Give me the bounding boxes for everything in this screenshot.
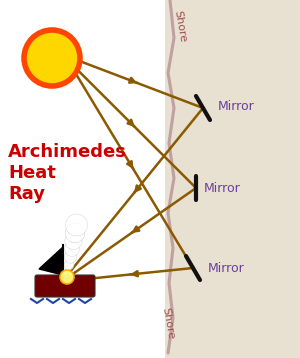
Circle shape: [24, 30, 80, 86]
Circle shape: [64, 260, 74, 270]
Text: Mirror: Mirror: [204, 183, 241, 195]
Circle shape: [60, 270, 74, 284]
Circle shape: [64, 251, 77, 263]
Text: Sun: Sun: [36, 50, 68, 66]
Text: Shore: Shore: [160, 306, 176, 340]
Text: Shore: Shore: [172, 10, 188, 43]
Text: Mirror: Mirror: [218, 101, 255, 113]
Circle shape: [65, 214, 88, 236]
FancyBboxPatch shape: [35, 275, 95, 297]
Text: Mirror: Mirror: [208, 262, 245, 276]
Text: Archimedes
Heat
Ray: Archimedes Heat Ray: [8, 143, 127, 203]
Bar: [165, 0, 300, 358]
Circle shape: [64, 242, 80, 256]
Polygon shape: [39, 247, 63, 275]
Circle shape: [65, 232, 82, 250]
Circle shape: [65, 223, 85, 243]
